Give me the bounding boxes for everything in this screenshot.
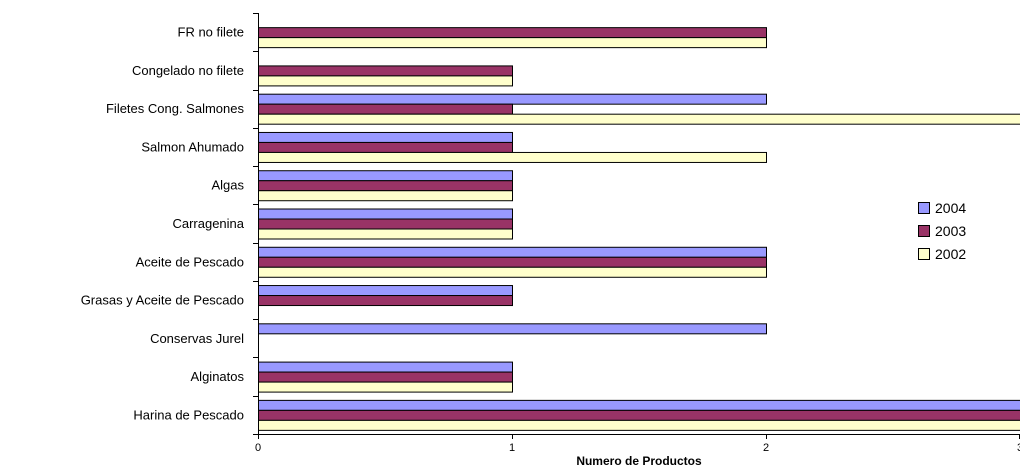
x-tick-label: 1 [509,442,515,454]
bar [258,131,513,143]
category-label: FR no filete [178,25,244,40]
category-label: Alginatos [191,369,245,384]
category-label: Filetes Cong. Salmones [106,101,245,116]
bar [258,323,767,335]
bar [258,75,513,87]
bar [258,266,767,278]
legend-label: 2004 [935,200,966,216]
bar [258,228,513,240]
bar [258,151,767,163]
legend-swatch [918,248,930,260]
bar [258,256,767,268]
bar [258,295,513,307]
bar [258,208,513,220]
category-label: Algas [211,178,244,193]
bar [258,246,767,258]
bar [258,285,513,297]
bar [258,27,767,39]
bar [258,93,767,105]
category-label: Conservas Jurel [150,331,244,346]
bar [258,399,1020,411]
bar [258,381,513,393]
legend-swatch [918,202,930,214]
bar [258,37,767,49]
legend-label: 2003 [935,223,966,239]
x-tick-label: 2 [763,442,769,454]
x-tick-label: 3 [1017,442,1020,454]
x-axis-title: Numero de Productos [576,454,702,468]
category-label: Grasas y Aceite de Pescado [81,293,244,308]
bar [258,218,513,230]
bar [258,419,1020,431]
category-label: Harina de Pescado [133,407,244,422]
bar [258,371,513,383]
bar [258,180,513,192]
bar [258,103,513,115]
bar [258,65,513,77]
bar [258,170,513,182]
x-tick-label: 0 [255,442,261,454]
category-label: Congelado no filete [132,63,244,78]
bar [258,361,513,373]
bar [258,113,1020,125]
legend: 2004 2003 2002 [918,200,966,262]
bar [258,409,1020,421]
category-label: Carragenina [172,216,244,231]
category-label: Salmon Ahumado [141,139,244,154]
labels-layer: 0 1 2 3 FR no filete Congelado no filete Filet… [81,25,1020,454]
category-label: Aceite de Pescado [136,254,244,269]
axes-layer [253,13,1020,439]
legend-label: 2002 [935,246,966,262]
bar [258,141,513,153]
bar [258,190,513,202]
bars-layer [258,27,1020,431]
legend-swatch [918,225,930,237]
